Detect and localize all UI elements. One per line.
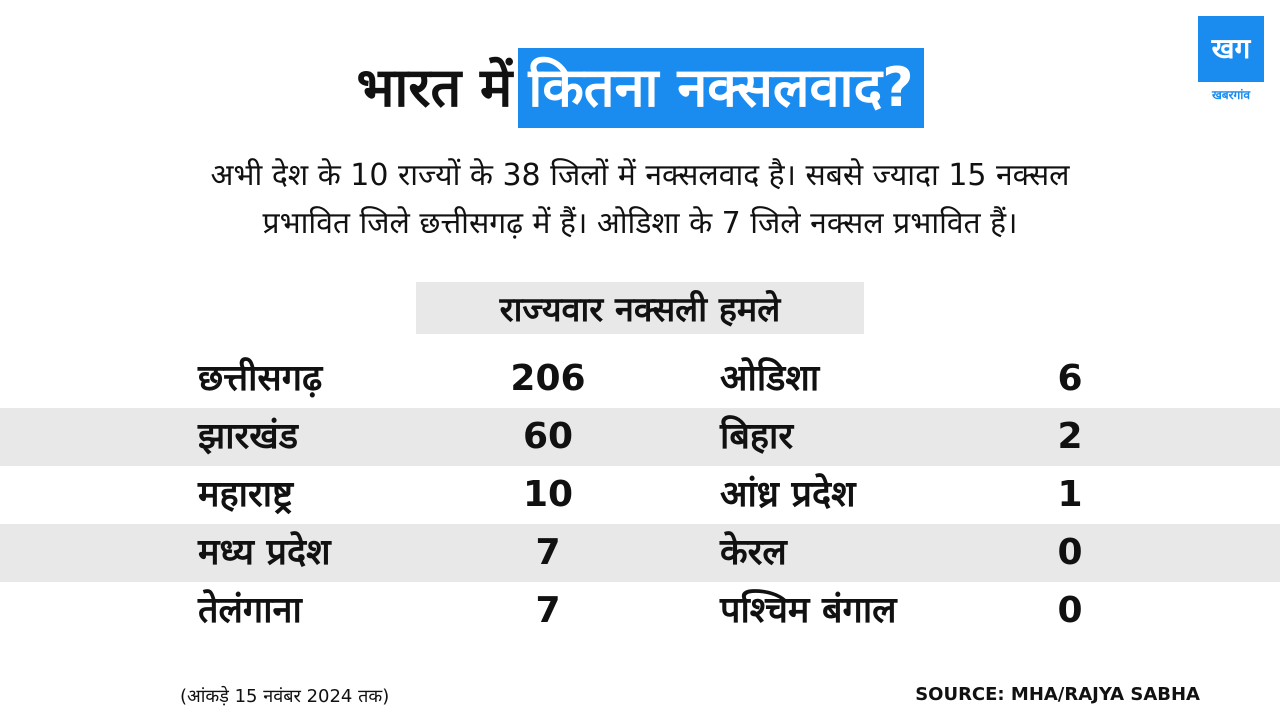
- attack-count: 2: [1057, 416, 1083, 457]
- title-plain-text: भारत में: [356, 56, 513, 119]
- description-line-1: अभी देश के 10 राज्यों के 38 जिलों में नक…: [210, 158, 1070, 193]
- state-name: तेलंगाना: [198, 590, 302, 631]
- table-row: छत्तीसगढ़ 206 ओडिशा 6: [0, 350, 1280, 408]
- attack-count: 7: [535, 590, 561, 631]
- attack-count: 7: [535, 532, 561, 573]
- source-credit: SOURCE: MHA/RAJYA SABHA: [915, 684, 1200, 705]
- attack-count: 0: [1057, 532, 1083, 573]
- state-name: झारखंड: [198, 416, 298, 457]
- table-row: महाराष्ट्र 10 आंध्र प्रदेश 1: [0, 466, 1280, 524]
- attack-count: 206: [510, 358, 586, 399]
- state-name: ओडिशा: [720, 358, 820, 399]
- page-title: भारत में कितना नक्सलवाद?: [0, 46, 1280, 130]
- table-row: तेलंगाना 7 पश्चिम बंगाल 0: [0, 582, 1280, 640]
- state-name: महाराष्ट्र: [198, 474, 294, 515]
- data-date-footnote: (आंकड़े 15 नवंबर 2024 तक): [180, 686, 390, 707]
- attack-count: 10: [522, 474, 574, 515]
- table-row: मध्य प्रदेश 7 केरल 0: [0, 524, 1280, 582]
- state-name: मध्य प्रदेश: [198, 532, 331, 573]
- section-label: राज्यवार नक्सली हमले: [416, 282, 864, 334]
- attack-count: 6: [1057, 358, 1083, 399]
- logo-mark: खग: [1198, 16, 1264, 82]
- state-name: बिहार: [720, 416, 794, 457]
- title-highlight-text: कितना नक्सलवाद?: [518, 48, 924, 128]
- state-name: केरल: [720, 532, 787, 573]
- state-name: पश्चिम बंगाल: [720, 590, 897, 631]
- state-name: आंध्र प्रदेश: [720, 474, 856, 515]
- logo-name: खबरगांव: [1211, 88, 1251, 102]
- brand-logo: खग खबरगांव: [1198, 16, 1264, 104]
- attack-count: 0: [1057, 590, 1083, 631]
- state-name: छत्तीसगढ़: [198, 358, 323, 399]
- attack-count: 1: [1057, 474, 1083, 515]
- attack-count: 60: [522, 416, 574, 457]
- table-row: झारखंड 60 बिहार 2: [0, 408, 1280, 466]
- description-line-2: प्रभावित जिले छत्तीसगढ़ में हैं। ओडिशा क…: [262, 206, 1018, 241]
- description: अभी देश के 10 राज्यों के 38 जिलों में नक…: [60, 152, 1220, 248]
